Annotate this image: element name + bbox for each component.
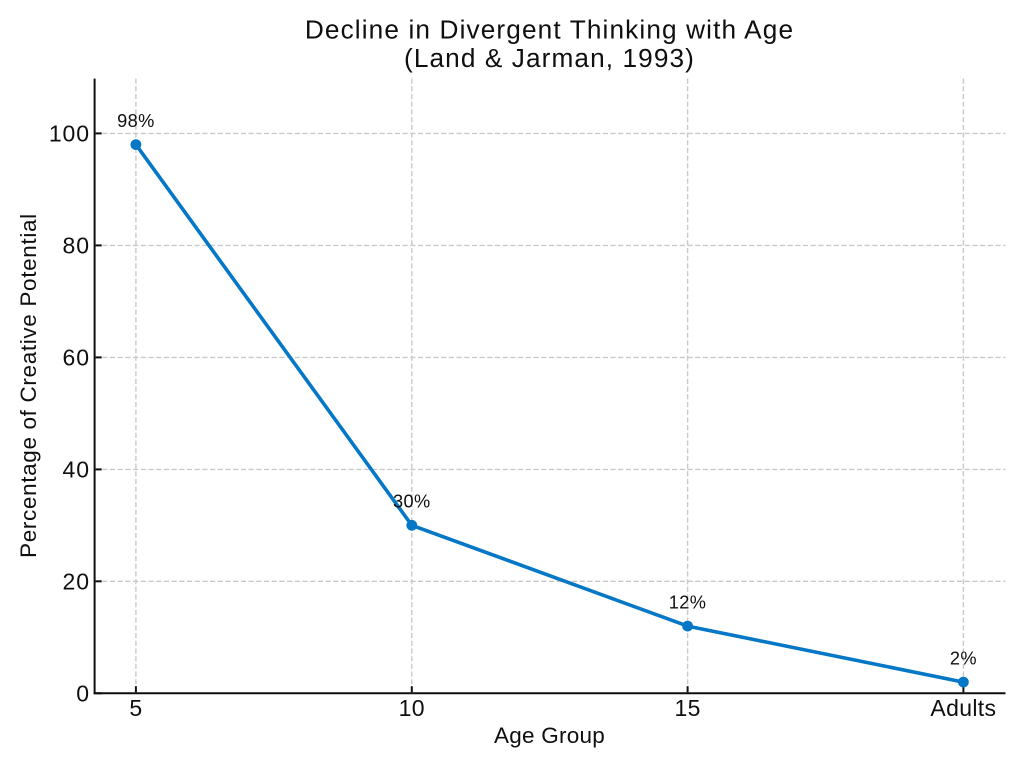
svg-text:Decline in Divergent Thinking: Decline in Divergent Thinking with Age <box>305 15 794 45</box>
svg-text:(Land & Jarman, 1993): (Land & Jarman, 1993) <box>404 43 695 73</box>
svg-text:60: 60 <box>63 345 90 371</box>
svg-text:Age Group: Age Group <box>494 723 605 748</box>
svg-text:10: 10 <box>399 695 425 721</box>
svg-text:20: 20 <box>63 568 90 594</box>
svg-text:Percentage of Creative Potenti: Percentage of Creative Potential <box>16 213 41 558</box>
svg-text:98%: 98% <box>117 111 155 131</box>
svg-text:40: 40 <box>63 457 90 483</box>
svg-text:80: 80 <box>63 233 90 259</box>
svg-text:15: 15 <box>674 695 700 721</box>
svg-text:100: 100 <box>49 121 90 147</box>
svg-text:5: 5 <box>129 695 142 721</box>
svg-text:0: 0 <box>76 680 90 706</box>
svg-text:Adults: Adults <box>930 695 996 721</box>
svg-text:2%: 2% <box>950 649 977 669</box>
svg-text:12%: 12% <box>669 593 707 613</box>
svg-text:30%: 30% <box>393 492 431 512</box>
